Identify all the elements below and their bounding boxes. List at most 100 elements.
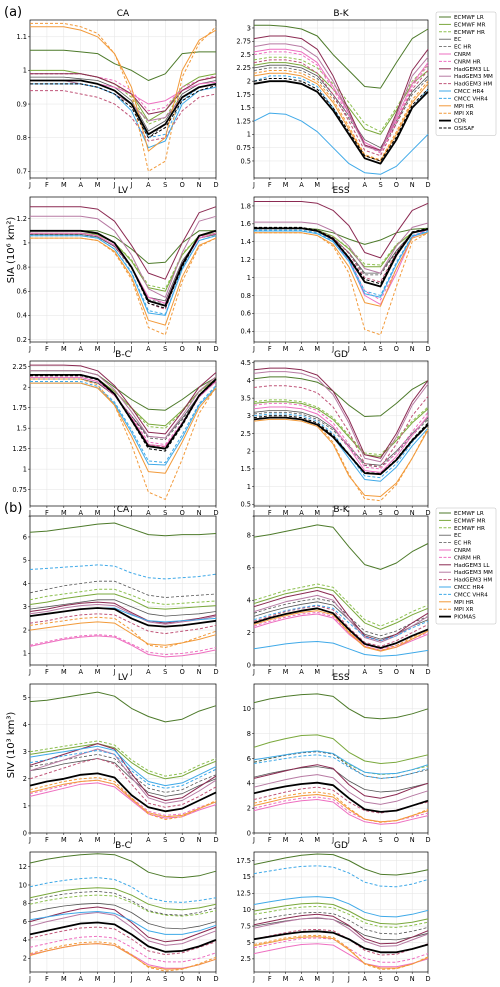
x-tick-label: M: [95, 181, 101, 189]
x-tick-label: S: [378, 509, 382, 517]
x-tick-label: S: [378, 668, 382, 676]
series-line-cdr: [253, 80, 429, 165]
x-tick-label: S: [163, 836, 167, 844]
series-line-cnrm-hr: [29, 935, 217, 963]
series-line-ecmwf-mr: [29, 593, 217, 610]
x-tick-label: S: [378, 345, 382, 353]
x-tick-label: J: [129, 181, 132, 189]
series-line-mpi-xr: [29, 777, 217, 820]
x-tick-label: F: [268, 509, 272, 517]
x-tick-label: N: [197, 836, 202, 844]
legend-label: CMCC HR4: [454, 89, 484, 95]
series-line-ecmwf-lr: [253, 376, 429, 417]
x-tick-label: N: [410, 836, 415, 844]
legend-label: MPI HR: [454, 104, 474, 110]
y-tick-label: 2: [23, 775, 27, 783]
y-tick-label: 0.75: [12, 486, 27, 494]
x-tick-label: F: [45, 836, 49, 844]
series-line-ecmwf-mr: [253, 902, 429, 925]
y-tick-label: 3: [247, 412, 251, 420]
y-tick-label: 6: [247, 755, 251, 763]
x-tick-label: M: [283, 345, 289, 353]
x-tick-label: M: [95, 509, 101, 517]
legend-label: HadGEM3 MM: [454, 570, 493, 576]
series-line-mpi-hr: [254, 232, 429, 307]
series-line-mpi-xr: [29, 616, 217, 648]
x-tick-label: N: [410, 975, 415, 983]
x-tick-label: J: [129, 668, 132, 676]
series-line-cmcc-hr4: [253, 112, 429, 175]
y-tick-label: 1.75: [12, 404, 27, 412]
series-line-ecmwf-lr: [253, 693, 429, 720]
series-line-cmcc-vhr4: [29, 877, 217, 903]
x-tick-label: M: [283, 181, 289, 189]
y-tick-label: 0.2: [17, 336, 28, 344]
y-tick-label: 1.8: [241, 202, 252, 210]
series-line-mpi-xr: [30, 237, 217, 336]
x-tick-label: F: [45, 509, 49, 517]
x-tick-label: O: [394, 181, 399, 189]
series-line-cmcc-hr4: [253, 896, 429, 918]
x-tick-label: M: [314, 345, 320, 353]
series-line-cmcc-hr4: [253, 750, 429, 775]
y-tick-label: 8: [23, 900, 27, 908]
panel-b-lv: LV J F M A M J J A S O N D 0 1 2 3 4 5: [23, 673, 219, 844]
x-tick-label: M: [283, 975, 289, 983]
y-tick-label: 0.8: [241, 292, 252, 300]
panel-title: LV: [118, 186, 129, 196]
x-tick-label: S: [163, 509, 167, 517]
x-tick-label: S: [378, 836, 382, 844]
legend-label: HadGEM3 MM: [454, 74, 493, 80]
x-tick-label: J: [331, 975, 334, 983]
series-line-hadgem3-hm: [253, 605, 429, 647]
series-line-hadgem3-mm: [29, 912, 217, 946]
series-line-mpi-xr: [253, 417, 429, 502]
x-tick-label: J: [129, 836, 132, 844]
series-line-ec: [253, 410, 429, 466]
series-line-ecmwf-mr: [253, 586, 429, 630]
series-line-mpi-xr: [253, 791, 429, 823]
x-tick-label: O: [180, 836, 185, 844]
y-tick-label: 4: [23, 580, 27, 588]
x-tick-label: J: [347, 181, 350, 189]
series-line-ecmwf-mr: [30, 69, 217, 122]
series-line-cmcc-vhr4: [30, 235, 217, 315]
x-tick-label: F: [268, 181, 272, 189]
series-line-hadgem3-hm: [253, 928, 429, 956]
x-tick-label: S: [378, 181, 382, 189]
x-tick-label: O: [394, 836, 399, 844]
y-tick-label: 1.25: [236, 117, 251, 125]
series-line-ecmwf-lr: [30, 49, 216, 81]
x-tick-label: D: [213, 836, 218, 844]
x-tick-label: F: [45, 975, 49, 983]
y-tick-label: 4.5: [241, 359, 252, 367]
x-tick-label: J: [347, 509, 350, 517]
y-tick-label: 1: [23, 465, 27, 473]
series-line-ecmwf-lr: [29, 522, 217, 537]
y-tick-label: 0: [247, 661, 251, 669]
part-b-ylabel: SIV (10³ km³): [6, 712, 17, 779]
series-line-cmcc-vhr4: [253, 865, 429, 888]
series-line-ecmwf-hr: [253, 399, 429, 456]
x-tick-label: J: [113, 836, 116, 844]
series-line-hadgem3-hm: [253, 59, 429, 157]
x-tick-label: O: [394, 975, 399, 983]
y-tick-label: 10: [243, 705, 251, 713]
y-tick-label: 0.9: [17, 100, 28, 108]
series-line-cmcc-vhr4: [29, 564, 217, 580]
x-tick-label: J: [331, 668, 334, 676]
legend-box: [435, 11, 497, 136]
x-tick-label: O: [394, 345, 399, 353]
series-line-cnrm-hr: [253, 937, 429, 963]
x-tick-label: F: [45, 345, 49, 353]
x-tick-label: J: [28, 345, 31, 353]
part-a-ylabel: SIA (10⁶ km²): [6, 217, 17, 284]
y-tick-label: 12.5: [236, 890, 251, 898]
x-tick-label: O: [180, 668, 185, 676]
y-tick-label: 10: [19, 881, 27, 889]
y-tick-label: 1.5: [241, 104, 252, 112]
y-tick-label: 2: [247, 629, 251, 637]
